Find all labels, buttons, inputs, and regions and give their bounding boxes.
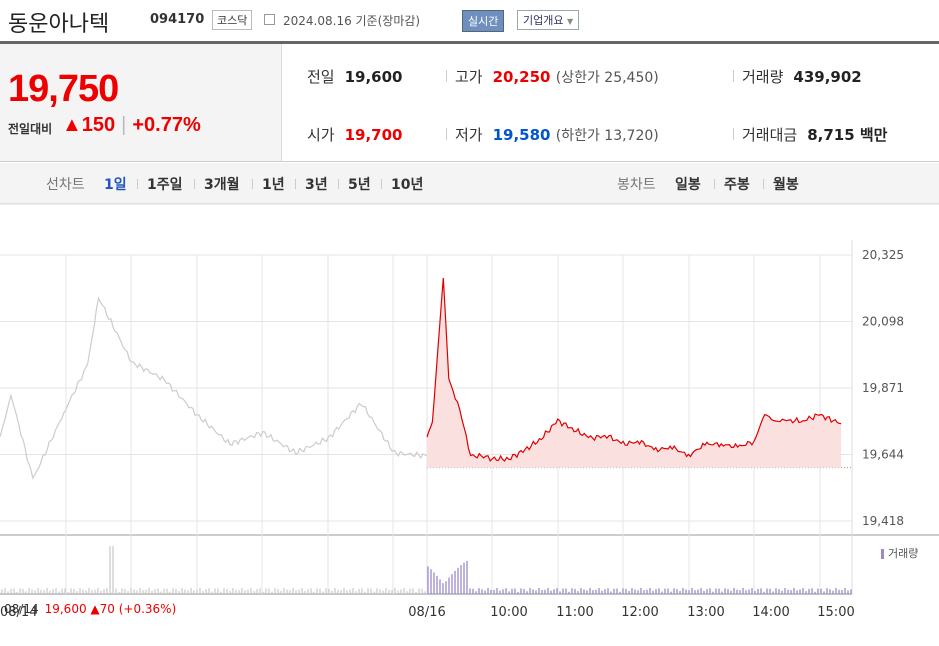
- series-line-08-14: [0, 296, 428, 480]
- chart-period-tabs: 선차트 1일 1주일 3개월 1년 3년 5년 10년 봉차트 일봉 주봉 월봉: [0, 163, 939, 204]
- prev-day-text: 19,600 ▲70 (+0.36%): [44, 602, 177, 616]
- tab-3y[interactable]: 3년: [305, 177, 328, 193]
- tab-daily-candle[interactable]: 일봉: [675, 177, 701, 193]
- tab-monthly-candle[interactable]: 월봉: [773, 177, 799, 193]
- up-arrow-icon: ▲: [62, 114, 82, 136]
- x-tick-label: 12:00: [621, 605, 658, 620]
- company-name: 동운아나텍: [8, 12, 110, 37]
- calendar-icon: [264, 14, 275, 25]
- prev-close: 전일 19,600: [307, 68, 403, 86]
- change-amount: 150: [81, 114, 116, 136]
- change-info: ▲150 | +0.77%: [62, 114, 201, 136]
- volume-legend: 거래량: [881, 545, 918, 561]
- x-tick-label: 13:00: [687, 605, 724, 620]
- prev-day-date: 08/14: [4, 602, 39, 616]
- price-box: 19,750 전일대비 ▲150 | +0.77%: [0, 44, 282, 161]
- prev-day-summary: 08/14 19,600 ▲70 (+0.36%): [4, 602, 176, 616]
- series-line-08-16: [426, 277, 842, 462]
- y-tick-label: 19,644: [862, 448, 904, 462]
- y-tick-label: 19,418: [862, 514, 904, 528]
- x-tick-label: 08/16: [408, 605, 445, 620]
- line-chart-label: 선차트: [46, 177, 85, 193]
- y-tick-label: 20,325: [862, 248, 904, 262]
- trade-amount: 거래대금 8,715 백만: [742, 126, 888, 144]
- tab-5y[interactable]: 5년: [348, 177, 371, 193]
- x-tick-label: 15:00: [817, 605, 854, 620]
- open-price: 시가 19,700: [307, 126, 403, 144]
- high-price: 고가 20,250 (상한가 25,450): [455, 68, 659, 86]
- change-label: 전일대비: [8, 122, 53, 136]
- candle-chart-label: 봉차트: [617, 177, 656, 193]
- x-tick-label: 08/14: [0, 605, 37, 620]
- tab-weekly-candle[interactable]: 주봉: [724, 177, 750, 193]
- realtime-button[interactable]: 실시간: [462, 10, 505, 32]
- tab-1y[interactable]: 1년: [262, 177, 285, 193]
- chevron-down-icon: ▼: [566, 17, 574, 26]
- change-percent: +0.77%: [132, 114, 201, 136]
- as-of-date: 2024.08.16 기준(장마감): [283, 14, 421, 28]
- x-tick-label: 10:00: [490, 605, 527, 620]
- company-info-label: 기업개요: [523, 14, 564, 27]
- y-tick-label: 19,871: [862, 381, 904, 395]
- tab-3m[interactable]: 3개월: [204, 177, 240, 193]
- quote-panel: 19,750 전일대비 ▲150 | +0.77% 전일 19,600 고가 20,25…: [0, 44, 939, 162]
- tab-1d[interactable]: 1일: [104, 177, 127, 193]
- tab-1w[interactable]: 1주일: [147, 177, 183, 193]
- volume: 거래량 439,902: [742, 68, 862, 86]
- y-tick-label: 20,098: [862, 315, 904, 329]
- x-tick-label: 14:00: [752, 605, 789, 620]
- current-price: 19,750: [8, 68, 119, 110]
- tab-10y[interactable]: 10년: [391, 177, 424, 193]
- company-info-dropdown[interactable]: 기업개요 ▼: [517, 10, 580, 30]
- series-area-08-16: [427, 278, 842, 468]
- low-price: 저가 19,580 (하한가 13,720): [455, 126, 659, 144]
- stock-code: 094170: [150, 12, 205, 27]
- x-tick-label: 11:00: [556, 605, 593, 620]
- market-badge: 코스닥: [212, 10, 253, 30]
- stock-header: 동운아나텍 094170 코스닥 2024.08.16 기준(장마감) 실시간 …: [0, 0, 939, 44]
